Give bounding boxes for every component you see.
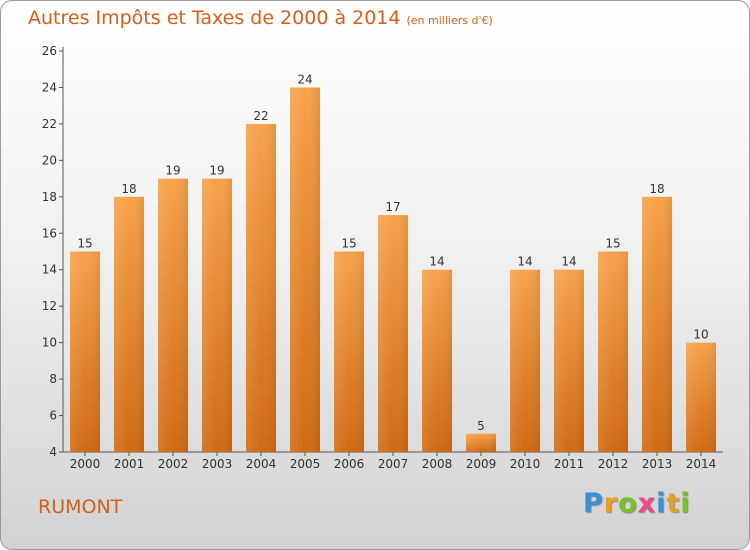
- bar-value-label: 19: [165, 164, 180, 178]
- bar-shine: [334, 251, 364, 452]
- bar-shine: [290, 87, 320, 453]
- x-tick-label: 2005: [290, 457, 321, 471]
- y-tick-label: 4: [49, 445, 57, 459]
- bar-value-label: 14: [429, 255, 444, 269]
- bar-value-label: 24: [297, 72, 312, 86]
- y-tick-label: 18: [42, 190, 57, 204]
- bar-shine: [70, 251, 100, 452]
- x-tick-label: 2007: [378, 457, 409, 471]
- y-tick-label: 26: [42, 44, 57, 58]
- logo-letter: t: [666, 488, 681, 519]
- chart-title-unit: (en milliers d'€): [406, 14, 493, 27]
- chart-title-main: Autres Impôts et Taxes de 2000 à 2014: [28, 7, 401, 29]
- x-tick-label: 2014: [686, 457, 717, 471]
- x-tick-label: 2011: [554, 457, 585, 471]
- bar-shine: [686, 342, 716, 452]
- bars: 15 18 19 19 22 24 15 17 14 5 14 14 15 18 10: [70, 72, 716, 453]
- y-tick-label: 12: [42, 299, 57, 313]
- logo-letter: o: [618, 488, 638, 519]
- y-tick-label: 8: [49, 372, 57, 386]
- x-tick-label: 2012: [598, 457, 629, 471]
- logo-letter: r: [603, 488, 619, 519]
- y-tick-label: 24: [42, 80, 57, 94]
- bar-shine: [510, 269, 540, 452]
- x-tick-label: 2013: [642, 457, 673, 471]
- bar-value-label: 19: [209, 164, 224, 178]
- bar-value-label: 5: [477, 419, 485, 433]
- x-tick-label: 2009: [466, 457, 497, 471]
- bar-value-label: 15: [77, 237, 92, 251]
- x-tick-label: 2004: [246, 457, 277, 471]
- x-tick-label: 2006: [334, 457, 365, 471]
- proxiti-logo: Proxiti: [583, 488, 691, 519]
- chart-title: Autres Impôts et Taxes de 2000 à 2014 (en…: [28, 7, 493, 29]
- bar-shine: [202, 178, 232, 452]
- bar-value-label: 14: [561, 255, 576, 269]
- bar-shine: [554, 269, 584, 452]
- bar-value-label: 17: [385, 200, 400, 214]
- bar-shine: [598, 251, 628, 452]
- bar-shine: [466, 433, 496, 452]
- x-tick-label: 2008: [422, 457, 453, 471]
- bar-value-label: 15: [341, 237, 356, 251]
- bar-value-label: 18: [649, 182, 664, 196]
- logo-letter: i: [656, 488, 667, 519]
- bar-shine: [246, 123, 276, 452]
- commune-name: RUMONT: [38, 496, 123, 518]
- bar-shine: [422, 269, 452, 452]
- x-tick-label: 2000: [70, 457, 101, 471]
- y-tick-label: 14: [42, 263, 57, 277]
- bar-shine: [378, 215, 408, 452]
- y-tick-label: 22: [42, 117, 57, 131]
- bar-shine: [158, 178, 188, 452]
- y-tick-label: 16: [42, 226, 57, 240]
- bar-value-label: 10: [693, 328, 708, 342]
- bar-value-label: 14: [517, 255, 532, 269]
- bar-shine: [642, 196, 672, 452]
- bar-value-label: 22: [253, 109, 268, 123]
- logo-letter: i: [680, 488, 691, 519]
- bar-shine: [114, 196, 144, 452]
- x-tick-label: 2003: [202, 457, 233, 471]
- x-tick-label: 2001: [114, 457, 145, 471]
- y-tick-label: 20: [42, 153, 57, 167]
- bar-value-label: 15: [605, 237, 620, 251]
- x-tick-label: 2010: [510, 457, 541, 471]
- x-tick-label: 2002: [158, 457, 189, 471]
- logo-letter: P: [583, 488, 604, 519]
- y-tick-label: 6: [49, 409, 57, 423]
- logo-letter: x: [637, 488, 657, 519]
- y-tick-label: 10: [42, 336, 57, 350]
- bar-value-label: 18: [121, 182, 136, 196]
